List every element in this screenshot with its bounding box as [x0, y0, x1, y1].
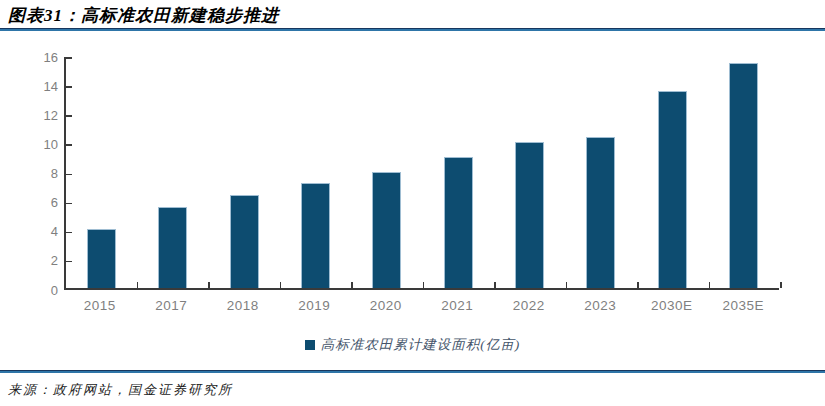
bar-slot	[565, 57, 636, 288]
y-axis-tick-label: 8	[6, 166, 58, 181]
bar-2018	[230, 195, 259, 288]
x-axis-tick	[137, 282, 139, 288]
legend-swatch	[305, 340, 315, 350]
bar-slot	[66, 57, 137, 288]
y-axis-tick	[66, 232, 72, 234]
bar-2020	[372, 172, 401, 289]
bar-slot	[636, 57, 707, 288]
bar-slot	[494, 57, 565, 288]
y-axis-tick	[66, 174, 72, 176]
x-axis-tick	[566, 282, 568, 288]
y-axis-tick	[66, 261, 72, 263]
plot-area	[64, 57, 779, 290]
y-axis-tick	[66, 144, 72, 146]
figure-panel: 图表31：高标准农田新建稳步推进 20152017201820192020202…	[0, 0, 825, 406]
x-axis-tick-label: 2030E	[636, 298, 708, 316]
x-axis-tick	[351, 282, 353, 288]
x-axis-tick-label: 2021	[422, 298, 494, 316]
y-axis-tick	[66, 115, 72, 117]
x-axis-tick	[494, 282, 496, 288]
x-axis-tick-label: 2035E	[708, 298, 780, 316]
x-axis-tick	[637, 282, 639, 288]
legend-label: 高标准农田累计建设面积(亿亩)	[321, 336, 521, 354]
bars-row	[66, 57, 779, 288]
y-axis-tick-label: 2	[6, 253, 58, 268]
bar-2019	[301, 183, 330, 288]
y-axis-tick	[66, 86, 72, 88]
x-axis-tick-label: 2015	[64, 298, 136, 316]
y-axis-tick	[66, 203, 72, 205]
x-axis-tick-label: 2017	[136, 298, 208, 316]
legend: 高标准农田累计建设面积(亿亩)	[0, 336, 825, 354]
bar-slot	[280, 57, 351, 288]
title-underline	[0, 28, 825, 31]
chart-title: 图表31：高标准农田新建稳步推进	[8, 4, 818, 27]
footer-rule	[0, 370, 825, 373]
bar-2023	[586, 137, 615, 289]
bar-slot	[137, 57, 208, 288]
x-axis-tick-label: 2023	[565, 298, 637, 316]
x-axis: 201520172018201920202021202220232030E203…	[64, 298, 779, 316]
x-axis-tick-label: 2019	[279, 298, 351, 316]
bar-2015	[87, 229, 116, 288]
bar-2017	[158, 207, 187, 289]
y-axis-tick-label: 4	[6, 224, 58, 239]
x-axis-tick-label: 2022	[493, 298, 565, 316]
x-axis-tick	[709, 282, 711, 288]
x-axis-tick-label: 2020	[350, 298, 422, 316]
bar-2022	[515, 142, 544, 288]
bar-slot	[209, 57, 280, 288]
y-axis-tick-label: 10	[6, 137, 58, 152]
source-note: 来源：政府网站，国金证券研究所	[8, 381, 818, 399]
bar-slot	[708, 57, 779, 288]
x-axis-tick	[280, 282, 282, 288]
y-axis-tick	[66, 57, 72, 59]
bar-slot	[351, 57, 422, 288]
x-axis-tick	[780, 282, 782, 288]
bar-slot	[422, 57, 493, 288]
y-axis-tick-label: 12	[6, 108, 58, 123]
x-axis-tick-label: 2018	[207, 298, 279, 316]
x-axis-tick	[423, 282, 425, 288]
y-axis-tick-label: 14	[6, 79, 58, 94]
y-axis-tick-label: 6	[6, 195, 58, 210]
x-axis-tick	[208, 282, 210, 288]
y-axis-tick-label: 0	[6, 283, 58, 298]
bar-2021	[444, 157, 473, 288]
y-axis-tick-label: 16	[6, 50, 58, 65]
bar-2030E	[658, 91, 687, 288]
bar-2035E	[729, 63, 758, 288]
